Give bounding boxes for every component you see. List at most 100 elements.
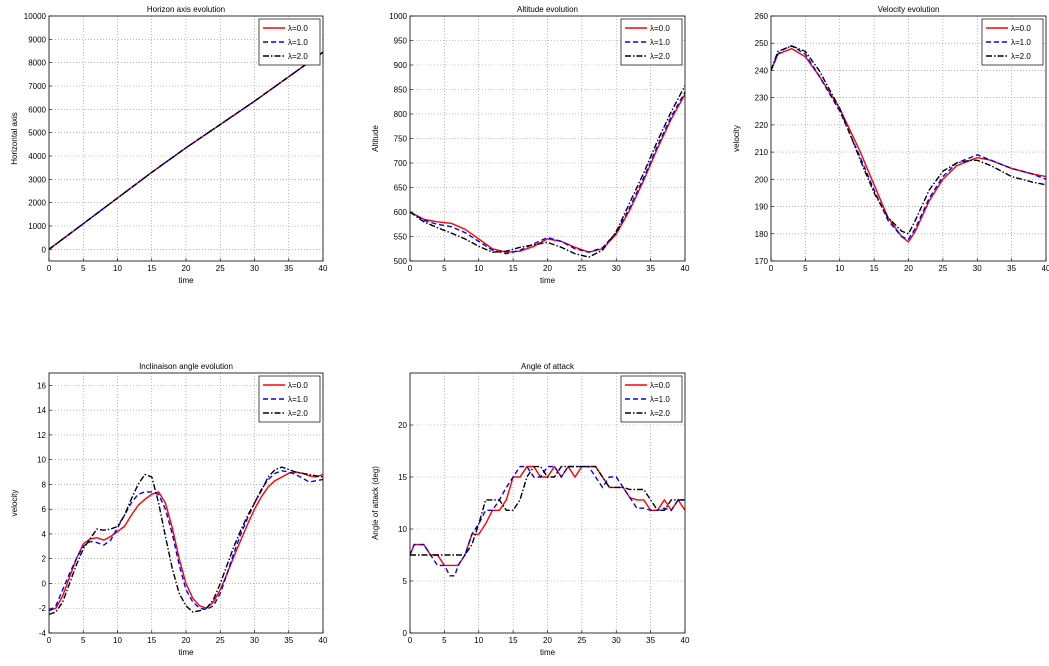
y-tick-label: 220 [755,121,769,130]
legend-label: λ=0.0 [650,24,670,33]
x-tick-label: 25 [216,636,225,645]
chart-title: Altitude evolution [517,5,578,14]
y-tick-label: 0 [42,579,47,588]
x-tick-label: 15 [147,636,156,645]
chart-title: Angle of attack [521,362,575,371]
chart-title: Horizon axis evolution [147,5,225,14]
x-tick-label: 10 [474,636,483,645]
y-tick-label: 6000 [28,105,46,114]
legend-label: λ=2.0 [288,409,308,418]
y-tick-label: 500 [394,257,408,266]
legend-label: λ=2.0 [650,52,670,61]
y-tick-label: 8000 [28,59,46,68]
x-tick-label: 30 [612,264,621,273]
y-axis-label: Altitude [371,125,380,152]
x-tick-label: 0 [47,264,52,273]
legend-label: λ=2.0 [650,409,670,418]
legend-label: λ=1.0 [288,38,308,47]
y-tick-label: 9000 [28,35,46,44]
series-line-2 [49,51,323,250]
legend: λ=0.0 λ=1.0 λ=2.0 [620,375,683,423]
y-tick-label: 600 [394,208,408,217]
chart-title: Velocity evolution [878,5,940,14]
x-tick-label: 20 [543,636,552,645]
legend-label: λ=0.0 [1011,24,1031,33]
x-tick-label: 5 [81,636,86,645]
series-line-2 [49,466,323,616]
y-tick-label: 2000 [28,199,46,208]
y-tick-label: 2 [42,555,47,564]
y-tick-label: 230 [755,94,769,103]
legend-label: λ=1.0 [1011,38,1031,47]
y-tick-label: 260 [755,12,769,21]
y-tick-label: 180 [755,230,769,239]
x-tick-label: 20 [182,636,191,645]
legend-box [620,375,683,423]
series-line-1 [410,91,685,255]
x-tick-label: 30 [973,264,982,273]
legend-box [981,18,1044,66]
y-tick-label: 700 [394,159,408,168]
x-tick-label: 40 [319,636,328,645]
x-tick-label: 35 [284,636,293,645]
y-tick-label: 4000 [28,152,46,161]
chart-panel-1: 0 5 10 15 20 25 30 35 40 500 550 600 650 700 750 800 850… [371,5,690,285]
x-tick-label: 15 [509,264,518,273]
y-tick-label: 950 [394,37,408,46]
y-axis-label: velocity [732,125,741,152]
y-tick-label: 14 [37,406,46,415]
legend: λ=0.0 λ=1.0 λ=2.0 [258,18,321,66]
y-tick-label: 1000 [28,222,46,231]
y-tick-label: 190 [755,203,769,212]
legend-label: λ=1.0 [650,38,670,47]
y-tick-label: 7000 [28,82,46,91]
y-tick-label: 10000 [24,12,47,21]
y-tick-label: 210 [755,148,769,157]
series-line-1 [49,470,323,612]
x-tick-label: 15 [509,636,518,645]
x-tick-label: 0 [408,264,413,273]
x-tick-label: 30 [250,636,259,645]
x-tick-label: 0 [408,636,413,645]
y-tick-label: 16 [37,381,46,390]
x-tick-label: 15 [870,264,879,273]
legend-box [620,18,683,66]
y-tick-label: 10 [37,456,46,465]
y-tick-label: 650 [394,184,408,193]
x-tick-label: 20 [182,264,191,273]
x-axis-label: time [540,648,556,657]
chart-panel-0: 0 5 10 15 20 25 30 35 40 0 1000 2000 3000 4000 5000 600… [10,5,328,285]
y-tick-label: 800 [394,110,408,119]
legend: λ=0.0 λ=1.0 λ=2.0 [620,18,683,66]
y-tick-label: 0 [42,245,47,254]
series-line-0 [410,94,685,253]
y-tick-label: 0 [403,629,408,638]
y-tick-label: -4 [39,629,47,638]
x-axis-label: time [540,276,556,285]
y-tick-label: 5 [403,577,408,586]
y-tick-label: -2 [39,604,47,613]
x-tick-label: 10 [474,264,483,273]
x-tick-label: 35 [284,264,293,273]
x-axis-label: time [178,648,194,657]
legend-label: λ=1.0 [288,395,308,404]
x-tick-label: 5 [81,264,86,273]
chart-panel-3: 0 5 10 15 20 25 30 35 40 -4 -2 0 2 4 6 8 10 12 14 16 Inclina… [10,362,328,657]
x-tick-label: 0 [47,636,52,645]
legend-box [258,375,321,423]
x-tick-label: 10 [835,264,844,273]
x-tick-label: 40 [319,264,328,273]
series-line-2 [410,85,685,258]
x-tick-label: 10 [113,636,122,645]
x-tick-label: 10 [113,264,122,273]
y-tick-label: 20 [398,421,407,430]
x-tick-label: 40 [1042,264,1049,273]
y-tick-label: 8 [42,480,47,489]
series-line-0 [49,51,323,250]
y-tick-label: 15 [398,473,407,482]
x-tick-label: 15 [147,264,156,273]
x-tick-label: 35 [1007,264,1016,273]
x-tick-label: 25 [577,636,586,645]
x-tick-label: 30 [612,636,621,645]
series-line-0 [49,471,323,612]
